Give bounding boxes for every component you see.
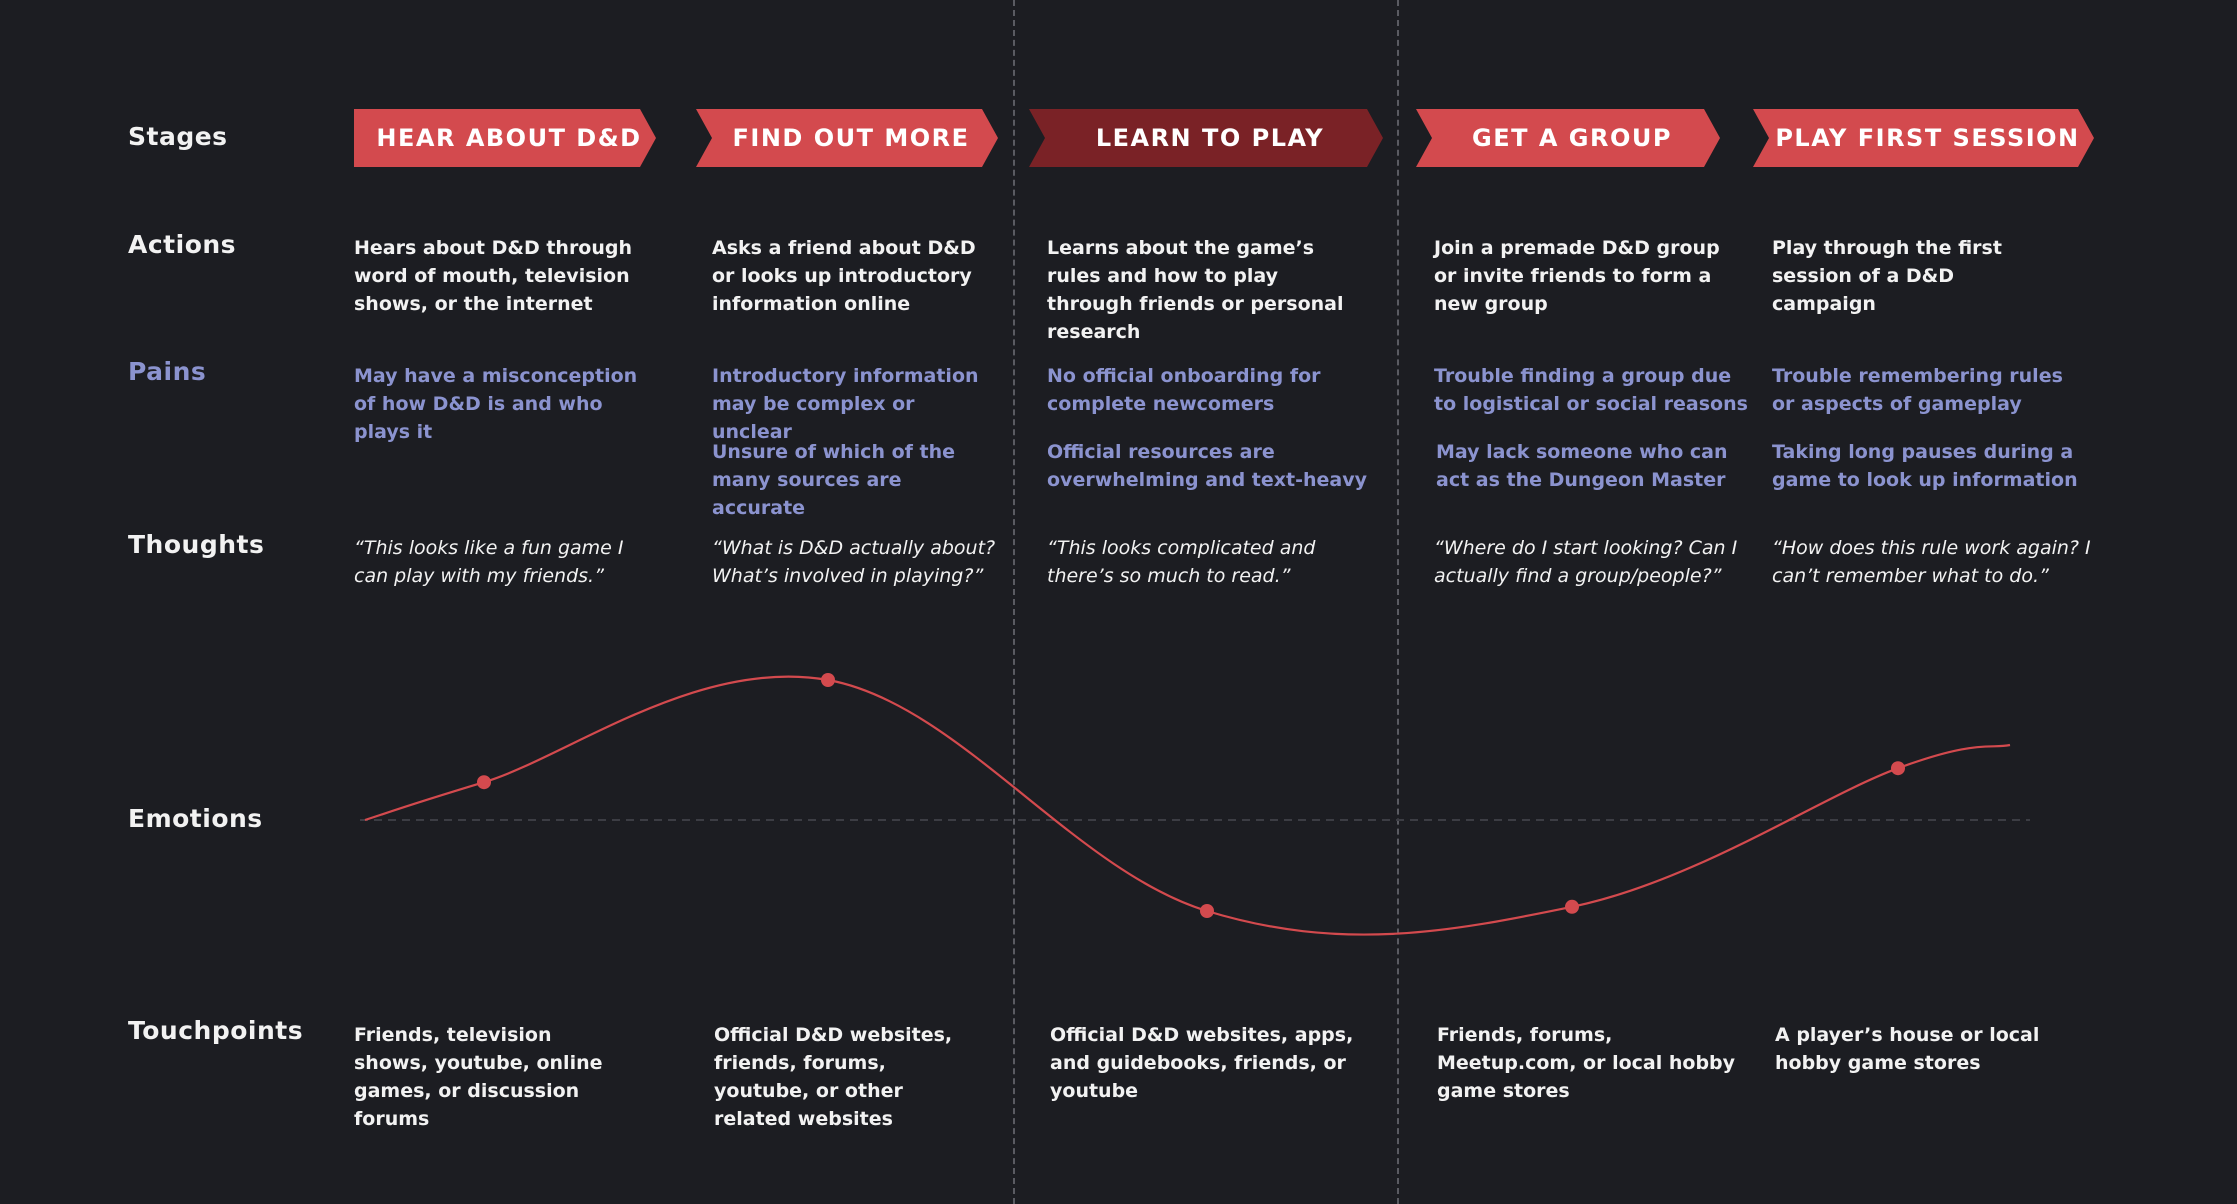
thought-text: “This looks complicated and there’s so m…	[1047, 537, 1316, 587]
thought-text: “What is D&D actually about? What’s invo…	[712, 537, 996, 587]
stage-divider-left	[1013, 0, 1015, 1204]
pain-text: Introductory information may be complex …	[712, 365, 979, 443]
stage-learn-to-play: LEARN TO PLAY	[1029, 109, 1383, 167]
row-label-stages: Stages	[128, 122, 228, 151]
row-label-actions: Actions	[128, 230, 237, 259]
emotion-point	[477, 775, 491, 790]
touchpoint-text: Official D&D websites, friends, forums, …	[714, 1024, 953, 1130]
touchpoint-text: A player’s house or local hobby game sto…	[1775, 1024, 2040, 1074]
action-text: Join a premade D&D group or invite frien…	[1434, 237, 1720, 315]
touchpoint-text: Friends, television shows, youtube, onli…	[354, 1024, 603, 1130]
thought-text: “How does this rule work again? I can’t …	[1772, 537, 2091, 587]
emotion-point	[1200, 904, 1214, 918]
pain-text: Trouble finding a group due to logistica…	[1434, 365, 1748, 415]
touchpoint-text: Friends, forums, Meetup.com, or local ho…	[1437, 1024, 1736, 1102]
stage-play-first-session: PLAY FIRST SESSION	[1753, 109, 2094, 167]
touchpoint-text: Official D&D websites, apps, and guidebo…	[1050, 1024, 1354, 1102]
row-label-touchpoints: Touchpoints	[128, 1016, 304, 1045]
pain-text: May lack someone who can act as the Dung…	[1436, 441, 1728, 491]
action-text: Asks a friend about D&D or looks up intr…	[712, 237, 976, 315]
action-text: Hears about D&D through word of mouth, t…	[354, 237, 633, 315]
pain-text: Taking long pauses during a game to look…	[1772, 441, 2078, 491]
emotion-line	[364, 675, 2011, 936]
pain-text: Trouble remembering rules or aspects of …	[1772, 365, 2063, 415]
emotion-point	[821, 673, 835, 687]
row-label-thoughts: Thoughts	[128, 530, 265, 559]
pain-text: Official resources are overwhelming and …	[1047, 441, 1367, 491]
pain-text: Unsure of which of the many sources are …	[712, 441, 956, 519]
stage-get-a-group: GET A GROUP	[1416, 109, 1720, 167]
row-label-pains: Pains	[128, 357, 207, 386]
thought-text: “Where do I start looking? Can I actuall…	[1434, 537, 1738, 587]
emotion-point	[1565, 899, 1579, 914]
stage-divider-right	[1397, 0, 1399, 1204]
action-text: Play through the first session of a D&D …	[1772, 237, 2002, 315]
row-label-emotions: Emotions	[128, 804, 263, 833]
stage-find-out-more: FIND OUT MORE	[696, 109, 998, 167]
pain-text: May have a misconception of how D&D is a…	[354, 365, 638, 443]
emotion-point	[1891, 761, 1905, 776]
stage-hear-about-dnd: HEAR ABOUT D&D	[354, 109, 656, 167]
action-text: Learns about the game’s rules and how to…	[1047, 237, 1344, 343]
thought-text: “This looks like a fun game I can play w…	[354, 537, 624, 587]
pain-text: No official onboarding for complete newc…	[1047, 365, 1321, 415]
